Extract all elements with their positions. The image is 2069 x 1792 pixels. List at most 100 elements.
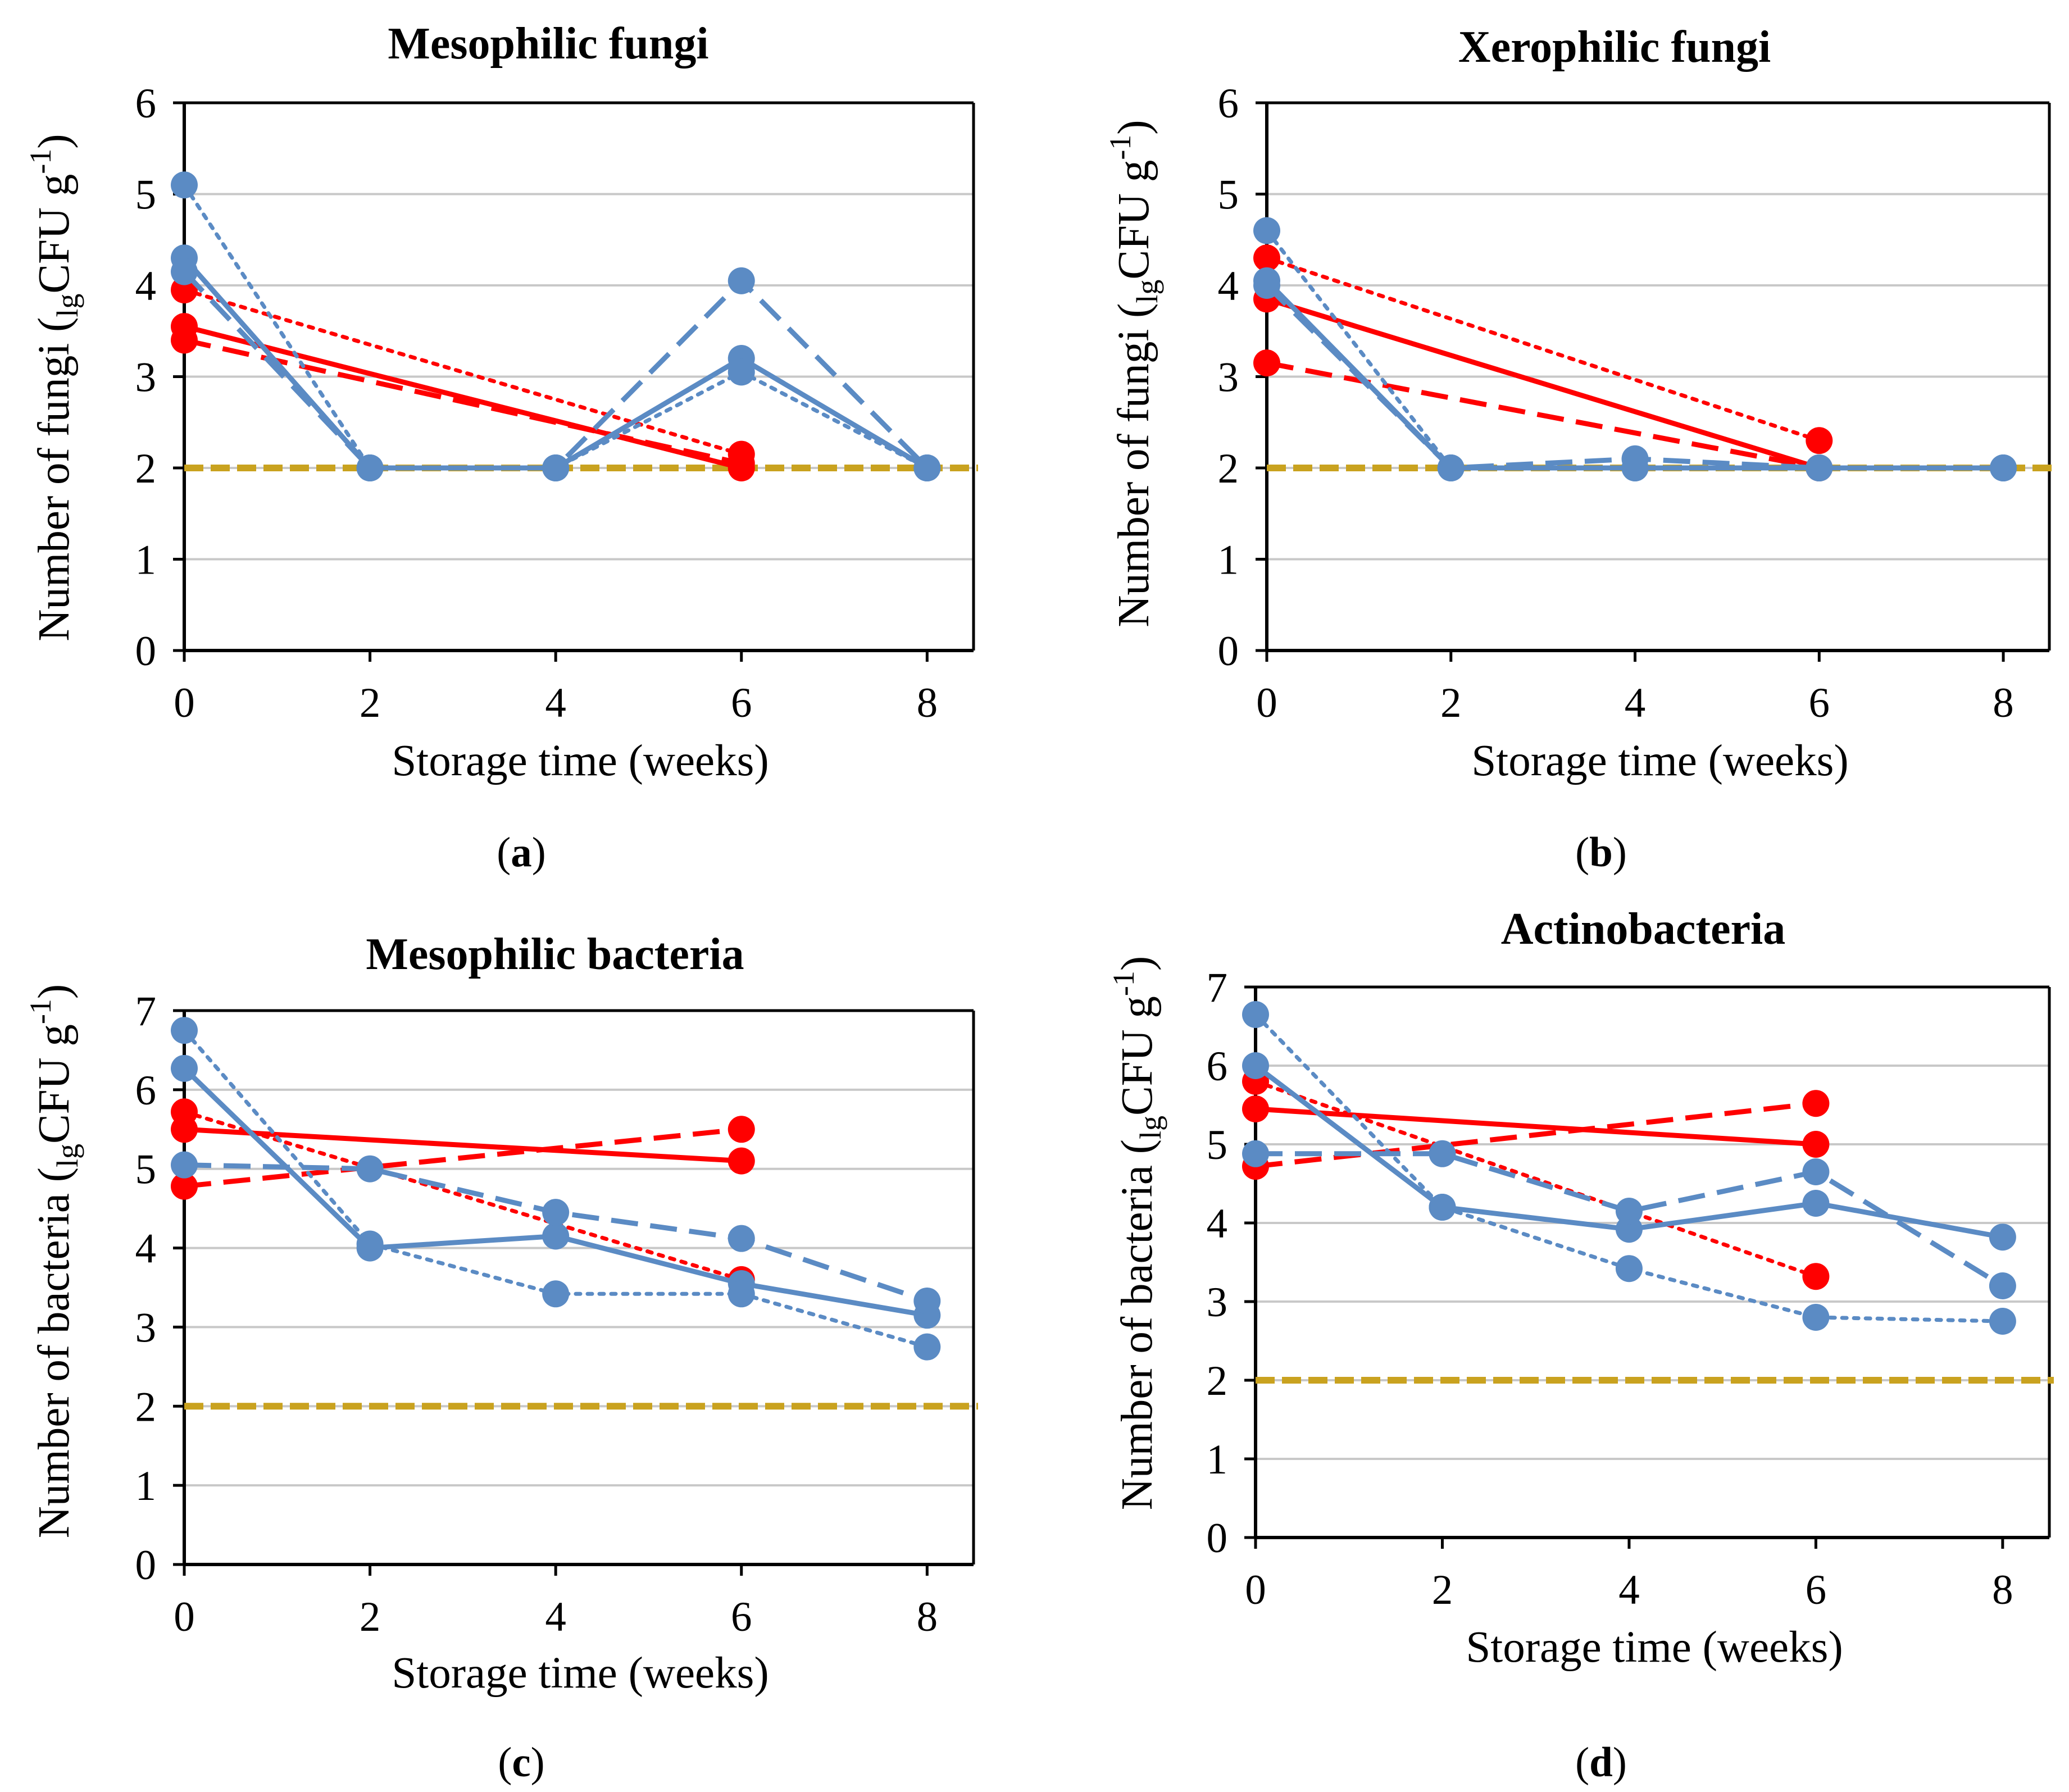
y-tick-label: 2 [135, 445, 157, 492]
data-point-blue-dashed [356, 1155, 384, 1182]
data-point-blue-dotted [171, 171, 198, 199]
data-point-red-solid [727, 1147, 755, 1175]
panel-c-y-axis-label: Number of bacteria (lgCFU g-1) [24, 984, 84, 1538]
panel-a-label: (a) [497, 829, 545, 876]
x-tick-label: 2 [1440, 680, 1462, 726]
y-tick-label: 4 [1207, 1200, 1228, 1247]
data-point-blue-dashed [1989, 1272, 2016, 1299]
data-point-blue-dotted [1621, 454, 1649, 481]
data-point-blue-dashed [1802, 1158, 1830, 1185]
y-tick-label: 0 [135, 1542, 157, 1589]
y-tick-label: 6 [1218, 80, 1239, 127]
y-tick-label: 6 [1207, 1043, 1228, 1090]
panel-a-x-axis-label: Storage time (weeks) [392, 736, 769, 785]
y-tick-label: 7 [135, 988, 157, 1035]
x-tick-label: 0 [1245, 1567, 1266, 1613]
data-point-red-dotted [1253, 244, 1280, 272]
y-tick-label: 5 [1207, 1122, 1228, 1168]
y-tick-label: 1 [135, 1463, 157, 1509]
series-line-red-solid [184, 1126, 742, 1164]
panel-a-title: Mesophilic fungi [388, 19, 708, 69]
x-tick-label: 8 [1992, 1567, 2013, 1613]
panel-d: Actinobacteria 0 1 2 3 4 5 6 7 0 2 4 6 8 Storage tim… [1107, 904, 2054, 1786]
data-point-blue-solid [171, 1054, 198, 1082]
data-point-red-dotted [1802, 1263, 1830, 1290]
series-line-red-dotted [182, 288, 744, 457]
series-line-red-dashed [184, 1126, 742, 1189]
x-tick-label: 6 [1806, 1567, 1827, 1613]
data-point-red-dotted [1806, 427, 1833, 454]
data-point-blue-dashed [913, 1287, 941, 1315]
y-tick-label: 3 [135, 1304, 157, 1351]
data-point-blue-dashed [1429, 1140, 1456, 1167]
data-point-blue-dashed [1253, 272, 1280, 299]
panel-d-label: (d) [1575, 1739, 1627, 1786]
data-point-blue-solid [542, 1222, 570, 1250]
data-point-red-dashed [171, 326, 198, 354]
series-line-red-solid [1266, 297, 1820, 471]
x-tick-label: 0 [174, 1594, 195, 1640]
y-tick-label: 7 [1207, 965, 1228, 1011]
y-tick-label: 3 [1218, 354, 1239, 401]
panel-d-x-axis-label: Storage time (weeks) [1466, 1623, 1843, 1672]
data-point-red-solid [1802, 1131, 1830, 1158]
x-tick-label: 2 [1432, 1567, 1453, 1613]
panel-c-x-axis-label: Storage time (weeks) [392, 1649, 769, 1698]
x-tick-label: 8 [917, 680, 938, 726]
y-tick-label: 0 [1207, 1515, 1228, 1562]
panel-c-label: (c) [498, 1739, 544, 1786]
y-tick-label: 3 [1207, 1279, 1228, 1326]
data-point-blue-dotted [1242, 1001, 1269, 1028]
x-tick-label: 6 [731, 680, 752, 726]
data-point-blue-dotted [913, 454, 941, 481]
x-tick-label: 4 [545, 680, 566, 726]
x-tick-label: 4 [545, 1594, 566, 1640]
x-tick-label: 8 [917, 1594, 938, 1640]
data-point-blue-dotted [542, 1280, 570, 1308]
data-point-blue-dotted [1806, 454, 1833, 481]
y-tick-label: 4 [135, 263, 157, 310]
y-tick-label: 3 [135, 354, 157, 401]
series-line-red-dotted [1265, 256, 1821, 443]
y-tick-label: 2 [135, 1384, 157, 1430]
data-point-blue-dashed [727, 1225, 755, 1252]
y-tick-label: 1 [1218, 537, 1239, 584]
data-point-red-dashed [727, 1116, 755, 1143]
data-point-blue-dotted [727, 358, 755, 386]
panel-d-title: Actinobacteria [1501, 904, 1786, 954]
data-point-blue-dotted [356, 1230, 384, 1258]
y-tick-label: 4 [1218, 263, 1239, 310]
data-point-red-dotted [171, 1098, 198, 1126]
x-tick-label: 8 [1993, 680, 2014, 726]
data-point-red-dashed [171, 1172, 198, 1200]
y-tick-label: 2 [1207, 1358, 1228, 1404]
data-point-blue-dotted [913, 1333, 941, 1361]
data-point-blue-dashed [542, 1199, 570, 1226]
data-point-blue-dotted [1989, 1308, 2016, 1335]
data-point-red-dotted [727, 440, 755, 468]
data-point-blue-dotted [356, 454, 384, 481]
x-tick-label: 0 [174, 680, 195, 726]
y-tick-label: 0 [1218, 628, 1239, 675]
panel-c-plot: 0 1 2 3 4 5 6 7 0 2 4 6 8 [135, 988, 978, 1640]
panel-d-plot: 0 1 2 3 4 5 6 7 0 2 4 6 8 [1207, 965, 2054, 1613]
data-point-blue-dotted [1253, 217, 1280, 244]
data-point-blue-dashed [727, 267, 755, 294]
panel-b: Xerophilic fungi 0 1 2 3 4 5 6 0 2 4 6 8 Storage ti… [1103, 22, 2054, 876]
panel-c: Mesophilic bacteria 0 1 2 3 4 5 6 7 0 2 4 6 8 Storag… [24, 930, 978, 1786]
y-tick-label: 2 [1218, 445, 1239, 492]
x-tick-label: 2 [360, 1594, 381, 1640]
data-point-red-solid [1242, 1095, 1269, 1122]
series-line-blue-dashed [1256, 1151, 2004, 1288]
y-tick-label: 1 [135, 537, 157, 584]
series-line-red-dashed [1266, 360, 1820, 471]
data-point-red-dashed [1802, 1090, 1830, 1117]
data-point-blue-dashed [171, 1151, 198, 1179]
panel-d-y-axis-label: Number of bacteria (lgCFU g-1) [1107, 956, 1167, 1510]
panel-a-plot: 0 1 2 3 4 5 6 0 2 4 6 8 [135, 80, 978, 726]
data-point-blue-solid [1802, 1190, 1830, 1217]
panel-c-title: Mesophilic bacteria [366, 930, 744, 979]
x-tick-label: 6 [1809, 680, 1830, 726]
